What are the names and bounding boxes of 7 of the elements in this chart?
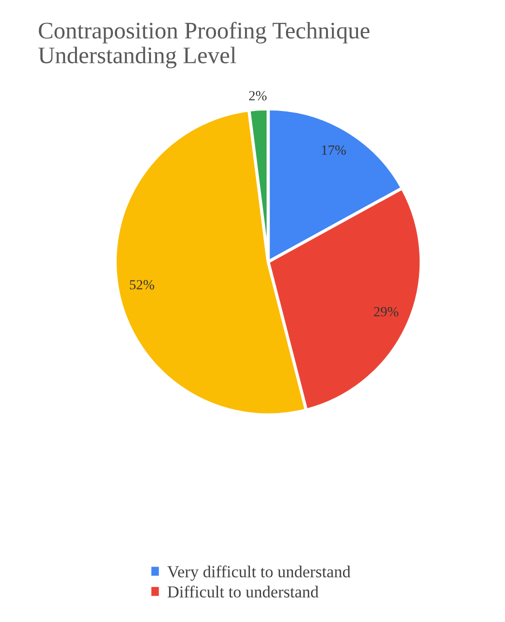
data-label: 2% <box>249 91 267 100</box>
legend-label: Difficult to understand <box>168 586 319 598</box>
data-label: 52% <box>130 280 154 290</box>
data-label: 29% <box>374 307 398 316</box>
legend-label: Very difficult to understand <box>167 565 350 581</box>
chart-title: Contraposition Proofing Technique Understanding Level <box>38 22 370 68</box>
data-label: 17% <box>322 145 346 155</box>
